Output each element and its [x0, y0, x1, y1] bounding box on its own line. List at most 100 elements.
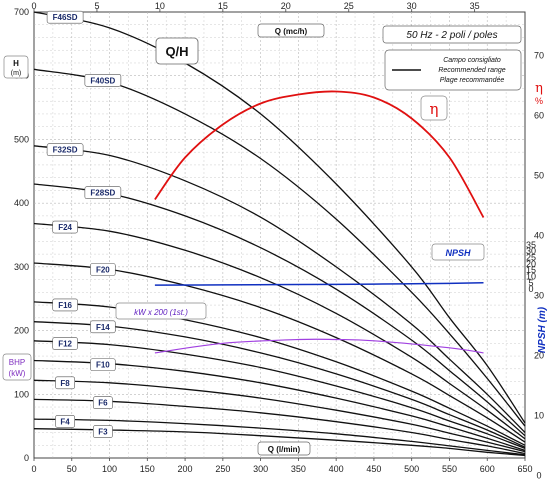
x-top-label-box	[257, 23, 325, 38]
y-npsh-tick-label: 25	[526, 252, 536, 262]
y-npsh-tick-label: 0	[528, 284, 533, 294]
curve-label-box	[92, 425, 113, 438]
x-top-tick-label: 0	[31, 1, 36, 11]
x-top-tick-label: 35	[470, 1, 480, 11]
curve-labels: F46SD F40SD F32SD F28SD F24 F20 F16 F14 F12 F10 F8…	[46, 10, 122, 438]
curve-label-box	[52, 220, 78, 234]
head-curve-f14	[33, 321, 526, 448]
curve-label-f28sd: F28SD	[90, 189, 115, 198]
chart-subtitle: 50 Hz - 2 poli / poles	[406, 30, 497, 41]
x-bottom-label-box	[257, 441, 311, 456]
curve-label-f8: F8	[60, 379, 70, 388]
x-top-tick-label: 25	[344, 1, 354, 11]
y-right-tick-label: 70	[534, 51, 544, 61]
curve-label-box	[55, 376, 76, 390]
y-left-tick-label: 100	[14, 389, 29, 399]
x-top-tick-label: 15	[218, 1, 228, 11]
x-bottom-tick-label: 600	[480, 464, 495, 474]
curve-label-f24: F24	[58, 223, 72, 232]
eta-label-box	[420, 95, 448, 121]
bhp-unit: (kW)	[9, 369, 26, 378]
npsh-curve	[154, 282, 484, 286]
y-npsh-tick-label: 30	[526, 246, 536, 256]
x-top-axis-label: Q (mc/h)	[275, 27, 308, 36]
curve-label-box	[90, 263, 116, 276]
legend-line-3: Plage recommandée	[440, 77, 505, 84]
curve-label-box	[90, 358, 116, 372]
npsh-label: NPSH	[445, 248, 471, 258]
eta-label: η	[430, 100, 439, 118]
y-left-tick-label: 400	[14, 198, 29, 208]
y-right-tick-label: 20	[534, 351, 544, 361]
x-bottom-tick-label: 450	[366, 464, 381, 474]
curve-label-f16: F16	[58, 301, 72, 310]
x-bottom-tick-label: 550	[442, 464, 457, 474]
head-curve-f6	[33, 398, 526, 455]
y-left-axis-label: H	[13, 59, 19, 68]
x-bottom-tick-label: 400	[329, 464, 344, 474]
y-left-tick-label: 500	[14, 134, 29, 144]
x-bottom-axis-label: Q (l/min)	[268, 445, 301, 454]
x-bottom-tick-label: 150	[140, 464, 155, 474]
curve-label-f3: F3	[98, 428, 108, 437]
x-top-tick-label: 5	[94, 1, 99, 11]
efficiency-curve	[154, 90, 485, 218]
y-npsh-tick-label: 20	[526, 259, 536, 269]
y-right-axis-label: η	[535, 81, 543, 96]
curve-label-f32sd: F32SD	[53, 146, 78, 155]
head-curve-f32sd	[33, 145, 526, 433]
y-right-tick-label: 30	[534, 291, 544, 301]
y-npsh-tick-label: 10	[526, 272, 536, 282]
curve-label-box	[90, 320, 116, 334]
y-npsh-tick-label: 35	[526, 240, 536, 250]
curve-label-box	[52, 337, 78, 350]
bhp-curve	[154, 338, 484, 354]
x-bottom-tick-label: 650	[517, 464, 532, 474]
head-curve-f24	[33, 222, 526, 440]
head-curve-f40sd	[33, 68, 526, 427]
curve-label-box	[84, 186, 122, 200]
x-bottom-tick-label: 100	[102, 464, 117, 474]
x-bottom-tick-label: 0	[31, 464, 36, 474]
x-top-tick-label: 20	[281, 1, 291, 11]
curve-label-box	[55, 415, 76, 428]
y-right-tick-label: 50	[534, 171, 544, 181]
head-curve-f3	[33, 428, 526, 457]
y-left-tick-label: 300	[14, 262, 29, 272]
y-right-tick-label: 0	[536, 471, 541, 481]
y-left-axis-unit: (m)	[11, 70, 22, 77]
x-bottom-tick-label: 300	[253, 464, 268, 474]
curve-label-f46sd: F46SD	[53, 13, 78, 22]
title-box	[155, 37, 199, 65]
curve-label-f4: F4	[60, 417, 70, 426]
y-right-axis-unit: %	[535, 96, 543, 106]
x-top-tick-label: 30	[407, 1, 417, 11]
x-bottom-tick-label: 350	[291, 464, 306, 474]
legend-line-2: Recommended range	[438, 67, 505, 74]
y-right-tick-label: 10	[534, 411, 544, 421]
curve-label-f40sd: F40SD	[90, 76, 115, 85]
head-curve-f46sd	[33, 11, 526, 424]
legend-box	[384, 49, 522, 91]
x-bottom-tick-label: 50	[67, 464, 77, 474]
subtitle-box	[382, 25, 522, 44]
npsh-label-box	[431, 243, 485, 261]
head-curve-f20	[33, 262, 526, 443]
y-right-tick-label: 40	[534, 231, 544, 241]
y-left-label-box	[3, 55, 29, 79]
legend-title: Campo consigliato	[443, 57, 501, 64]
x-top-tick-label: 10	[155, 1, 165, 11]
y-npsh-axis-label: NPSH (m)	[537, 306, 548, 353]
x-bottom-tick-label: 250	[215, 464, 230, 474]
x-bottom-tick-label: 500	[404, 464, 419, 474]
bhp-scale-box	[115, 302, 207, 320]
y-right-tick-label: 60	[534, 111, 544, 121]
bhp-label: BHP	[9, 358, 25, 367]
head-curve-f10	[33, 359, 526, 452]
x-bottom-tick-label: 200	[178, 464, 193, 474]
curve-label-f12: F12	[58, 340, 72, 349]
y-left-tick-label: 200	[14, 326, 29, 336]
head-curve-f12	[33, 340, 526, 450]
y-npsh-tick-label: 5	[528, 278, 533, 288]
head-curve-f8	[33, 379, 526, 453]
